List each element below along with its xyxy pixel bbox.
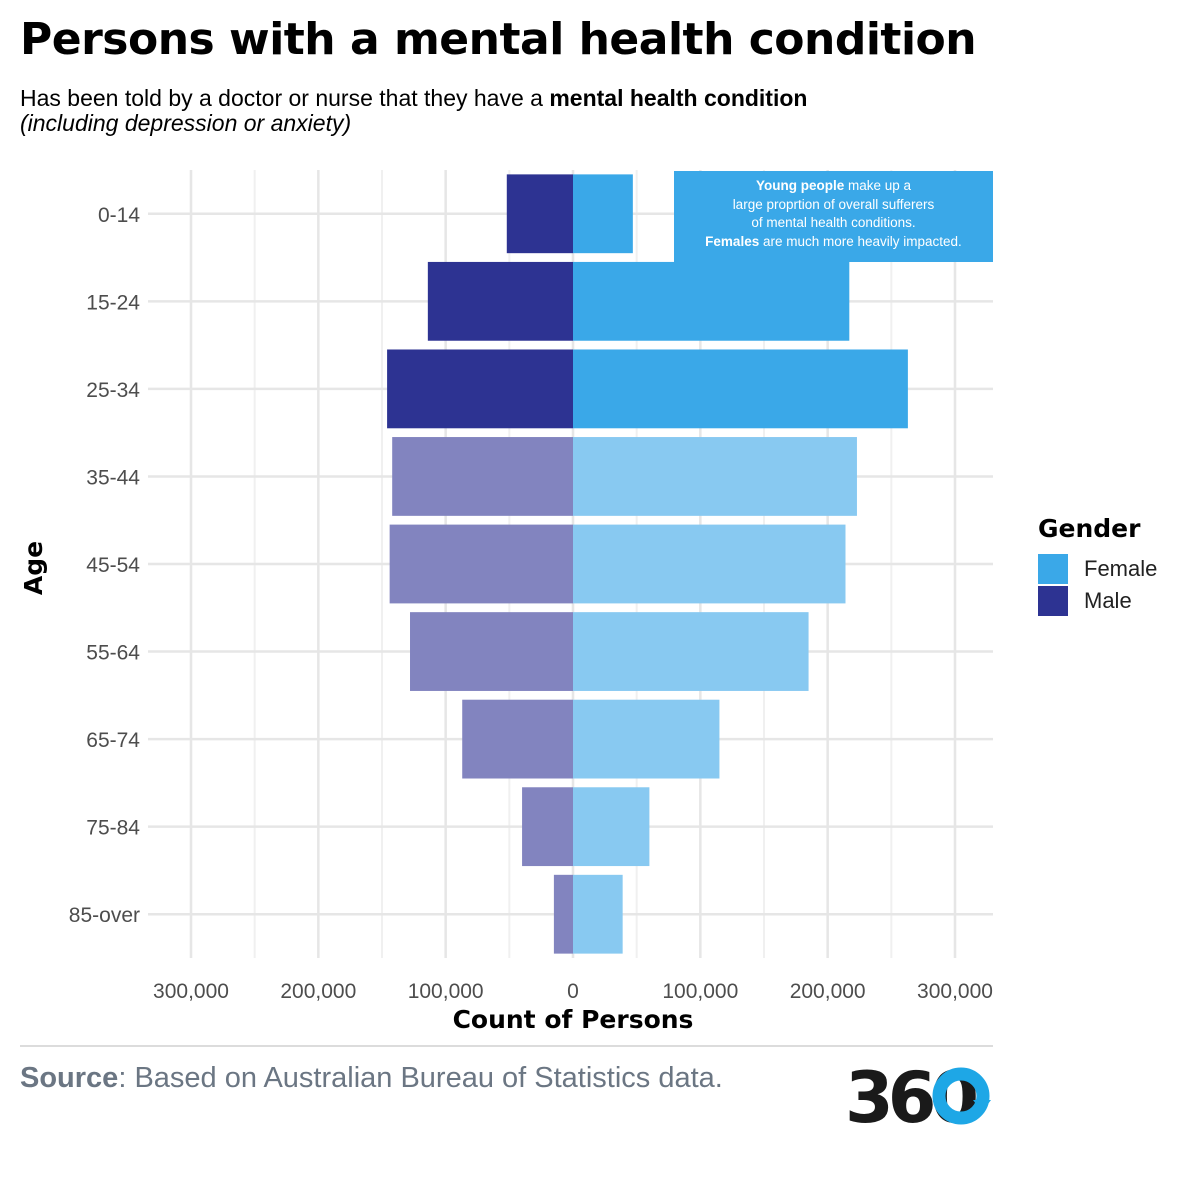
x-tick-label: 100,000	[408, 980, 484, 1003]
bar-female-35-44	[573, 437, 857, 516]
logo-ring-icon	[932, 1067, 990, 1125]
y-tick-label: 35-44	[86, 466, 140, 489]
logo-arrow-icon	[973, 1100, 991, 1112]
bars	[387, 174, 908, 954]
bar-female-45-54	[573, 524, 846, 604]
y-tick-label: 55-64	[86, 642, 140, 665]
y-tick-label: 75-84	[86, 817, 140, 840]
y-tick-label: 45-54	[86, 554, 140, 577]
annotation-text-3: of mental health conditions.	[751, 215, 916, 230]
bar-male-75-84	[522, 787, 573, 867]
annotation-bold-4: Females	[705, 233, 760, 249]
annotation-text-1: make up a	[844, 178, 912, 193]
bar-male-65-74	[462, 699, 573, 779]
population-pyramid-chart: 0-14 15-24 25-34 35-44 45-54 55-64 65-74 75-84 8…	[19, 170, 993, 1034]
bar-female-65-74	[573, 699, 720, 779]
subtitle-emphasis: mental health condition	[549, 85, 808, 111]
subtitle-note: (including depression or anxiety)	[20, 110, 352, 136]
bar-male-55-64	[410, 612, 573, 691]
chart-annotation: Young people make up a large proprtion o…	[674, 171, 993, 262]
legend-item-female: Female	[1038, 553, 1157, 585]
legend-item-male: Male	[1038, 585, 1157, 617]
y-tick-label: 85-over	[69, 904, 140, 927]
x-axis-label: Count of Persons	[453, 1005, 694, 1034]
subtitle-text: Has been told by a doctor or nurse that …	[20, 85, 550, 111]
y-tick-label: 25-34	[86, 379, 140, 402]
bar-male-85-over	[553, 874, 573, 954]
x-tick-label: 0	[567, 980, 579, 1003]
bar-male-25-34	[387, 349, 573, 429]
y-tick-label: 65-74	[86, 729, 140, 752]
legend-label-female: Female	[1084, 556, 1158, 581]
bar-female-0-14	[573, 174, 633, 254]
brand-logo: 360	[845, 1058, 991, 1130]
x-tick-labels: 300,000 200,000 100,000 0 100,000 200,000 300,…	[153, 980, 993, 1003]
source-label: Source	[20, 1062, 119, 1094]
annotation-text-2: large proprtion of overall sufferers	[732, 196, 935, 212]
y-tick-label: 15-24	[86, 291, 140, 314]
y-tick-labels: 0-14 15-24 25-34 35-44 45-54 55-64 65-74 75-84 8…	[69, 204, 141, 927]
page-title: Persons with a mental health condition	[20, 14, 977, 65]
source-note: Source: Based on Australian Bureau of St…	[20, 1062, 723, 1095]
subtitle: Has been told by a doctor or nurse that …	[20, 86, 807, 136]
x-tick-label: 100,000	[662, 980, 738, 1003]
annotation-bold-1: Young people	[755, 178, 845, 193]
x-tick-label: 300,000	[153, 980, 229, 1003]
footer-divider	[20, 1045, 993, 1047]
bar-male-0-14	[506, 174, 573, 254]
bar-female-85-over	[573, 874, 623, 954]
legend-swatch-female	[1038, 554, 1068, 584]
bar-male-35-44	[392, 437, 573, 516]
x-tick-label: 200,000	[790, 980, 866, 1003]
bar-female-15-24	[573, 261, 850, 341]
legend-title: Gender	[1038, 514, 1141, 543]
bar-male-15-24	[427, 261, 573, 341]
y-axis-label: Age	[19, 541, 48, 595]
x-tick-label: 300,000	[917, 980, 993, 1003]
annotation-text-4: are much more heavily impacted.	[759, 233, 962, 249]
bar-female-55-64	[573, 612, 809, 691]
source-text: : Based on Australian Bureau of Statisti…	[118, 1062, 723, 1094]
legend-swatch-male	[1038, 586, 1068, 616]
legend-label-male: Male	[1084, 588, 1132, 613]
legend: Gender Female Male	[1038, 514, 1157, 617]
y-tick-label: 0-14	[98, 204, 140, 227]
x-tick-label: 200,000	[280, 980, 356, 1003]
bar-female-75-84	[573, 787, 650, 867]
bar-male-45-54	[389, 524, 573, 604]
bar-female-25-34	[573, 349, 908, 429]
